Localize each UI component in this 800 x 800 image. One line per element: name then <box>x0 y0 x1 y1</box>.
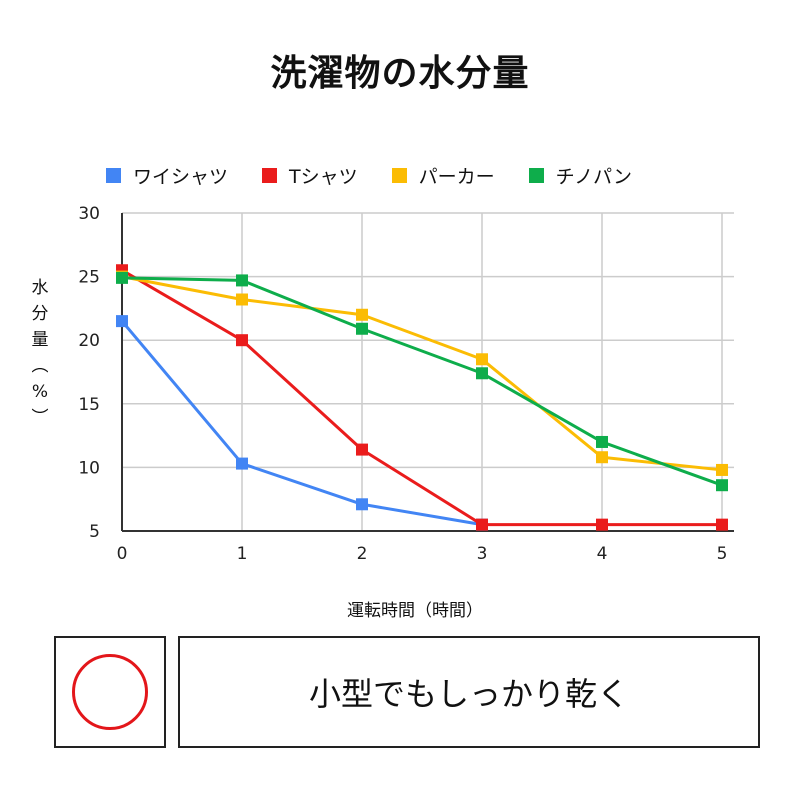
legend-item-3: チノパン <box>528 162 633 189</box>
series-line-2 <box>121 275 723 472</box>
data-point-3-3 <box>476 367 488 380</box>
data-point-1-4 <box>596 518 608 531</box>
line-chart: 5 10 15 20 25 30 0 1 2 3 4 5 <box>78 204 734 564</box>
y-axis-label-char-3: ︵ <box>31 356 49 376</box>
legend-swatch-2 <box>391 168 407 183</box>
chart-legend: ワイシャツ Tシャツ パーカー チノパン <box>106 162 632 189</box>
data-point-2-1 <box>236 293 248 306</box>
data-point-0-0 <box>116 315 128 328</box>
data-point-1-3 <box>476 518 488 531</box>
y-axis-label-char-0: 水 <box>31 278 49 298</box>
caption-text: 小型でもしっかり乾く <box>308 675 629 713</box>
legend-label-2: パーカー <box>418 166 495 188</box>
legend-label-0: ワイシャツ <box>133 166 229 188</box>
y-axis-label-char-1: 分 <box>31 304 49 324</box>
x-tick-label-5: 5 <box>717 544 728 564</box>
x-tick-label-4: 4 <box>597 544 608 564</box>
y-axis-label-char-4: % <box>31 382 49 402</box>
y-tick-label-1: 10 <box>78 458 100 478</box>
legend-item-0: ワイシャツ <box>106 162 228 189</box>
legend-swatch-3 <box>528 168 544 183</box>
chart-title: 洗濯物の水分量 <box>270 53 530 94</box>
y-axis-label-char-5: ︶ <box>31 408 49 428</box>
data-point-1-2 <box>356 443 368 456</box>
series-line-0 <box>120 320 483 527</box>
x-tick-label-3: 3 <box>477 544 488 564</box>
data-point-3-0 <box>116 271 128 284</box>
legend-label-1: Tシャツ <box>289 166 358 188</box>
series-line-1 <box>121 268 722 527</box>
x-axis-label: 運転時間（時間） <box>347 601 483 621</box>
y-tick-label-2: 15 <box>78 395 100 415</box>
y-tick-label-5: 30 <box>78 204 100 224</box>
legend-item-1: Tシャツ <box>262 162 358 189</box>
x-tick-label-1: 1 <box>237 544 248 564</box>
legend-label-3: チノパン <box>555 166 633 188</box>
y-tick-label-0: 5 <box>89 522 100 542</box>
circle-mark-icon <box>72 654 148 730</box>
data-point-2-5 <box>716 463 728 476</box>
badge-box <box>54 636 166 748</box>
y-tick-label-4: 25 <box>78 268 100 288</box>
x-tick-label-0: 0 <box>117 544 128 564</box>
data-point-3-5 <box>716 479 728 492</box>
data-point-1-1 <box>236 334 248 347</box>
y-tick-label-3: 20 <box>78 331 100 351</box>
data-point-0-1 <box>236 457 248 470</box>
data-point-3-2 <box>356 322 368 335</box>
series-line-3 <box>121 276 723 487</box>
data-point-2-2 <box>356 308 368 321</box>
legend-swatch-0 <box>106 168 121 183</box>
y-axis-label: 水分量 ︵% ︶ <box>28 275 52 431</box>
data-point-0-2 <box>356 498 368 511</box>
y-axis-label-char-2: 量 <box>31 330 49 350</box>
legend-swatch-1 <box>262 168 278 183</box>
data-point-3-1 <box>236 274 248 287</box>
data-point-1-5 <box>716 518 728 531</box>
legend-item-2: パーカー <box>391 162 495 189</box>
caption-box: 小型でもしっかり乾く <box>178 636 760 748</box>
data-point-2-3 <box>476 353 488 366</box>
x-tick-label-2: 2 <box>357 544 368 564</box>
data-point-2-4 <box>596 451 608 464</box>
data-point-3-4 <box>596 435 608 448</box>
